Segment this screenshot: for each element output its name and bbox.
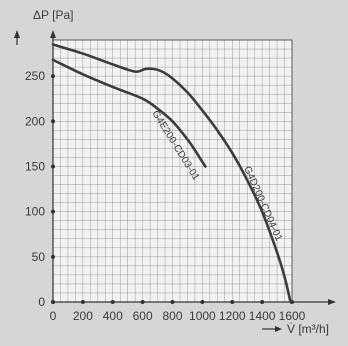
x-label-arrow <box>275 326 282 332</box>
x-tick-label: 1600 <box>279 309 306 323</box>
y-tick-mark <box>51 209 55 214</box>
x-tick-label: 400 <box>103 309 123 323</box>
x-tick-label: 600 <box>133 309 153 323</box>
series-line-1 <box>51 58 207 168</box>
y-tick-label: 200 <box>25 114 45 128</box>
x-tick-mark <box>110 300 115 304</box>
x-tick-label: 1200 <box>219 309 246 323</box>
y-tick-label: 100 <box>25 205 45 219</box>
y-axis-arrow <box>50 30 56 38</box>
y-axis-label: ΔP [Pa] <box>33 8 73 22</box>
x-tick-mark <box>260 300 265 304</box>
x-tick-label: 0 <box>50 309 57 323</box>
y-tick-mark <box>51 74 55 79</box>
y-label-arrow <box>14 30 20 38</box>
x-tick-label: 200 <box>73 309 93 323</box>
y-tick-label: 150 <box>25 159 45 173</box>
y-tick-mark <box>51 164 55 169</box>
x-tick-label: 800 <box>162 309 182 323</box>
y-tick-label: 50 <box>32 250 46 264</box>
x-axis-label: V̇ [m³/h] <box>287 322 329 336</box>
x-tick-mark <box>200 300 205 304</box>
x-tick-mark <box>170 300 175 304</box>
x-tick-label: 1000 <box>189 309 216 323</box>
series-layer <box>51 43 292 304</box>
series-line-2 <box>51 43 292 304</box>
y-tick-mark <box>51 300 55 304</box>
x-tick-mark <box>140 300 145 304</box>
y-tick-mark <box>51 254 55 259</box>
x-axis-arrow <box>328 299 336 305</box>
axes <box>14 30 336 332</box>
y-tick-mark <box>51 119 55 124</box>
y-tick-label: 0 <box>38 295 45 309</box>
grid <box>52 39 293 303</box>
x-tick-mark <box>80 300 85 304</box>
x-tick-mark <box>230 300 235 304</box>
y-tick-label: 250 <box>25 69 45 83</box>
x-tick-label: 1400 <box>249 309 276 323</box>
